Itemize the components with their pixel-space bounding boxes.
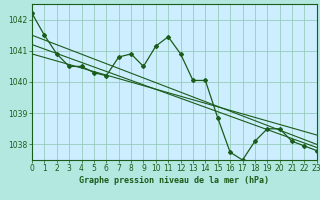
X-axis label: Graphe pression niveau de la mer (hPa): Graphe pression niveau de la mer (hPa) (79, 176, 269, 185)
